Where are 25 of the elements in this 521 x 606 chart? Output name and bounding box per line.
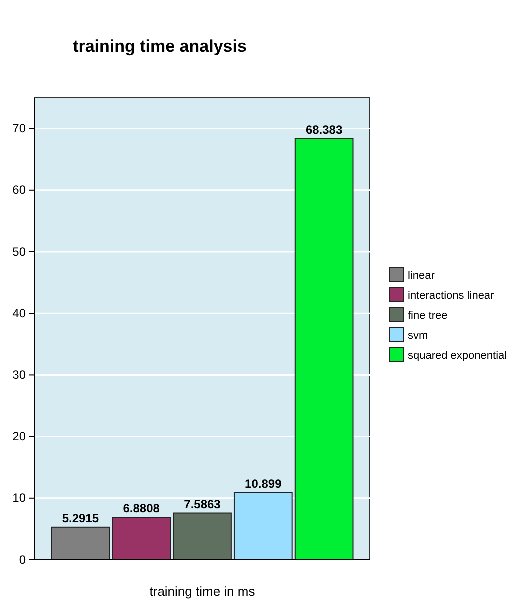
bar <box>112 517 172 560</box>
x-axis-title: training time in ms <box>150 584 256 599</box>
data-label: 5.2915 <box>62 511 100 526</box>
legend-label: linear <box>408 270 436 282</box>
bar <box>234 492 293 560</box>
y-tick-label: 40 <box>12 306 26 320</box>
y-tick-label: 50 <box>12 244 26 259</box>
chart-title: training time analysis <box>73 37 247 56</box>
legend-label: squared exponential <box>408 350 508 362</box>
bar <box>294 138 354 560</box>
data-label: 10.899 <box>245 476 282 491</box>
data-label: 6.8808 <box>123 502 160 516</box>
bar <box>173 512 232 560</box>
data-label: 7.5863 <box>184 497 222 512</box>
y-tick-label: 20 <box>12 430 26 444</box>
legend-label: svm <box>408 330 428 342</box>
legend-label: fine tree <box>408 310 448 322</box>
y-tick-label: 70 <box>12 122 26 136</box>
legend-label: interactions linear <box>408 290 495 302</box>
bar <box>51 526 110 560</box>
y-tick-label: 30 <box>12 368 26 382</box>
data-label: 68.383 <box>306 122 343 137</box>
y-tick-label: 10 <box>12 491 26 506</box>
y-tick-label: 60 <box>12 183 26 198</box>
y-tick-label: 0 <box>19 552 26 567</box>
